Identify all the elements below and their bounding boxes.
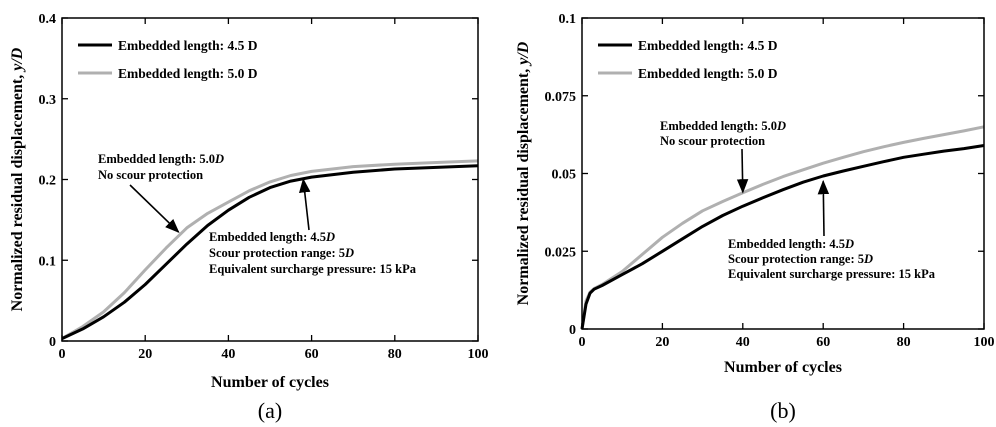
x-tick-label: 0: [579, 335, 586, 350]
annotations-a: Embedded length: 5.0D No scour protection…: [98, 152, 417, 276]
y-tick-label: 0.2: [39, 174, 57, 189]
annotation-text: No scour protection: [660, 134, 765, 148]
y-axis-title-b: Normalized residual displacement, y/D: [515, 41, 532, 305]
y-axis-title-a: Normalized residual displacement, y/D: [9, 47, 26, 311]
annotation-text: Equivalent surcharge pressure: 15 kPa: [209, 262, 417, 276]
annotation-arrow: [817, 179, 830, 237]
y-tick-label: 0.05: [552, 168, 577, 183]
y-tick-label: 0.025: [545, 245, 577, 260]
series-line-4-5d: [580, 144, 985, 330]
x-tick-labels-a: 0 20 40 60 80 100: [59, 347, 489, 362]
y-tick-labels-b: 0 0.025 0.05 0.075 0.1: [545, 12, 577, 338]
y-tick-label: 0.4: [39, 12, 57, 27]
x-tick-label: 40: [221, 347, 235, 362]
legend-label: Embedded length: 5.0 D: [638, 66, 778, 81]
chart-panel-a: 0 20 40 60 80 100 0 0.1 0.2 0.3 0.4 Number of cyc…: [9, 12, 489, 423]
x-tick-label: 100: [468, 347, 489, 362]
legend-label: Embedded length: 4.5 D: [638, 38, 778, 53]
x-tick-label: 0: [59, 347, 66, 362]
annotation-text: Embedded length: 4.5D: [209, 230, 335, 244]
series-layer-b: [580, 125, 985, 330]
x-tick-label: 80: [388, 347, 402, 362]
annotation-arrow: [129, 184, 180, 233]
x-tick-label: 40: [736, 335, 750, 350]
y-tick-label: 0.075: [545, 90, 577, 105]
x-tick-label: 60: [305, 347, 319, 362]
x-tick-label: 20: [655, 335, 669, 350]
x-tick-label: 60: [816, 335, 830, 350]
y-tick-label: 0: [49, 335, 56, 350]
annotation-text: Embedded length: 4.5D: [728, 237, 854, 251]
chart-panel-b: 0 20 40 60 80 100 0 0.025 0.05 0.075 0.1 Number o…: [515, 12, 995, 423]
plot-frame-b: [581, 17, 985, 330]
tick-marks-b: [581, 17, 985, 330]
y-tick-label: 0.1: [39, 254, 57, 269]
y-tick-label: 0: [569, 323, 576, 338]
panel-label-b: (b): [770, 398, 796, 423]
x-tick-label: 20: [138, 347, 152, 362]
y-tick-label: 0.3: [39, 93, 57, 108]
legend-a: Embedded length: 4.5 D Embedded length: 5…: [78, 38, 258, 81]
legend-b: Embedded length: 4.5 D Embedded length: 5…: [598, 38, 778, 81]
x-tick-labels-b: 0 20 40 60 80 100: [579, 335, 995, 350]
legend-label: Embedded length: 4.5 D: [118, 38, 258, 53]
tick-marks-a: [61, 17, 479, 342]
annotation-text: Equivalent surcharge pressure: 15 kPa: [728, 267, 936, 281]
y-tick-labels-a: 0 0.1 0.2 0.3 0.4: [39, 12, 57, 350]
series-line-4-5d: [61, 164, 479, 340]
annotation-text: Scour protection range: 5D: [728, 252, 873, 266]
annotation-arrow: [299, 178, 311, 231]
panel-label-a: (a): [258, 398, 282, 423]
x-axis-title-a: Number of cycles: [211, 374, 329, 391]
annotation-text: No scour protection: [98, 168, 203, 182]
series-line-5-0d: [580, 125, 985, 330]
annotation-text: Embedded length: 5.0D: [98, 152, 224, 166]
annotation-arrow: [736, 148, 749, 194]
series-layer-a: [61, 159, 479, 340]
x-tick-label: 100: [974, 335, 995, 350]
legend-label: Embedded length: 5.0 D: [118, 66, 258, 81]
annotation-text: Scour protection range: 5D: [209, 246, 354, 260]
y-tick-label: 0.1: [559, 12, 577, 27]
x-axis-title-b: Number of cycles: [724, 359, 842, 376]
x-tick-label: 80: [897, 335, 911, 350]
series-line-5-0d: [61, 159, 479, 340]
annotation-text: Embedded length: 5.0D: [660, 119, 786, 133]
